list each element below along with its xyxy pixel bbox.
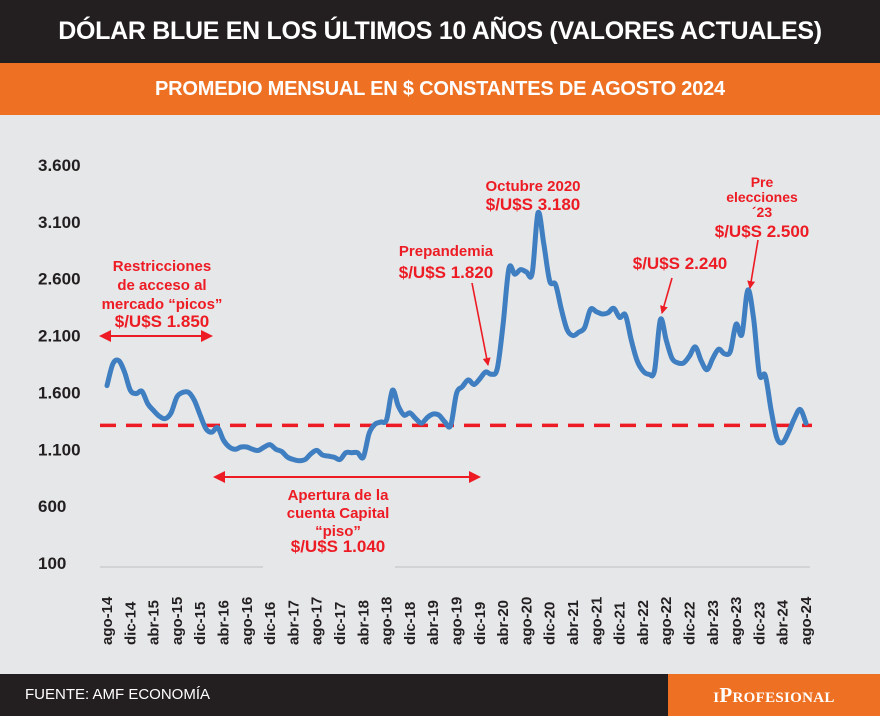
x-tick-label: dic-19: [472, 602, 489, 645]
x-tick-label: ago-23: [728, 597, 745, 645]
line-chart: 3.600 3.100 2.600 2.100 1.600 1.100 600 100 ago…: [38, 156, 815, 645]
chart-subtitle: PROMEDIO MENSUAL EN $ CONSTANTES DE AGOS…: [0, 63, 880, 115]
annotation-prepandemia-value: $/U$S 1.820: [399, 263, 494, 282]
footer: FUENTE: AMF ECONOMÍA iProfesional: [0, 674, 880, 716]
x-tick-label: abr-15: [146, 600, 163, 645]
x-tick-label: ago-19: [449, 597, 466, 645]
chart-title: DÓLAR BLUE EN LOS ÚLTIMOS 10 AÑOS (VALOR…: [0, 0, 880, 63]
x-tick-label: ago-24: [798, 596, 815, 645]
y-tick-label: 2.600: [38, 270, 81, 289]
x-tick-label: ago-17: [309, 597, 326, 645]
x-tick-label: dic-17: [332, 602, 349, 645]
x-tick-label: abr-18: [355, 600, 372, 645]
x-tick-label: abr-23: [705, 600, 722, 645]
annotation-pre-elecciones-text: Pre: [751, 174, 774, 190]
peak22-arrow: [660, 277, 673, 314]
x-tick-label: dic-20: [542, 602, 559, 645]
x-tick-label: dic-18: [402, 602, 419, 645]
x-tick-label: ago-22: [658, 597, 675, 645]
y-tick-label: 3.600: [38, 156, 81, 175]
annotation-piso-value: $/U$S 1.040: [291, 537, 386, 556]
y-tick-label: 600: [38, 497, 66, 516]
x-tick-label: abr-22: [635, 600, 652, 645]
x-tick-label: abr-17: [285, 600, 302, 645]
y-tick-label: 3.100: [38, 213, 81, 232]
x-tick-label: ago-16: [239, 597, 256, 645]
x-tick-label: ago-21: [588, 597, 605, 645]
x-tick-label: dic-15: [192, 602, 209, 645]
annotation-peak22-value: $/U$S 2.240: [633, 254, 728, 273]
annotation-octubre-value: $/U$S 3.180: [486, 195, 581, 214]
annotation-picos-text: mercado “picos”: [102, 296, 223, 313]
annotation-pre-elecciones-text: elecciones: [726, 189, 798, 205]
y-tick-label: 2.100: [38, 327, 81, 346]
x-tick-label: abr-20: [495, 600, 512, 645]
annotation-pre-elecciones-text: ´23: [752, 204, 772, 220]
annotation-piso-text: cuenta Capital: [287, 505, 390, 522]
y-tick-label: 100: [38, 554, 66, 573]
annotation-piso-text: “piso”: [315, 523, 361, 540]
x-tick-label: ago-20: [518, 597, 535, 645]
annotation-picos-value: $/U$S 1.850: [115, 312, 210, 331]
annotation-piso-text: Apertura de la: [288, 487, 390, 504]
x-tick-label: ago-18: [379, 597, 396, 645]
x-tick-label: ago-15: [169, 597, 186, 645]
y-tick-label: 1.100: [38, 440, 81, 459]
x-axis: ago-14 dic-14 abr-15 ago-15 dic-15 abr-16 ago-…: [99, 566, 815, 645]
x-tick-label: dic-16: [262, 602, 279, 645]
x-tick-label: abr-21: [565, 600, 582, 645]
x-tick-label: dic-23: [751, 602, 768, 645]
annotation-picos-text: Restricciones: [113, 258, 211, 275]
y-tick-label: 1.600: [38, 383, 81, 402]
annotation-octubre-text: Octubre 2020: [485, 178, 580, 195]
x-tick-label: dic-21: [612, 602, 629, 645]
x-tick-label: abr-19: [425, 600, 442, 645]
annotation-pre-elecciones-value: $/U$S 2.500: [715, 222, 810, 241]
pre-elecciones-arrow: [747, 239, 759, 289]
annotation-picos-text: de acceso al: [117, 277, 206, 294]
annotation-prepandemia-text: Prepandemia: [399, 243, 494, 260]
prepandemia-arrow: [471, 282, 491, 366]
x-tick-label: abr-16: [216, 600, 233, 645]
annotations: Restricciones de acceso al mercado “picos”…: [99, 174, 810, 556]
series-line: [104, 209, 809, 464]
x-tick-label: dic-14: [122, 601, 139, 645]
x-tick-label: ago-14: [99, 596, 116, 645]
source-text: FUENTE: AMF ECONOMÍA: [25, 686, 211, 703]
x-tick-label: dic-22: [682, 602, 699, 645]
x-tick-label: abr-24: [775, 599, 792, 645]
brand-logo: iProfesional: [668, 674, 880, 716]
y-axis: 3.600 3.100 2.600 2.100 1.600 1.100 600 100: [38, 156, 81, 573]
